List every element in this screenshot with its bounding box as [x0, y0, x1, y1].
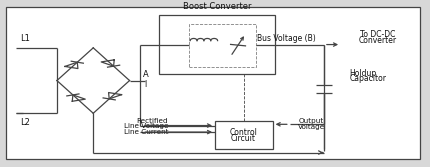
Text: Rectified: Rectified	[136, 118, 168, 124]
Text: L1: L1	[20, 34, 30, 43]
Text: Control: Control	[230, 128, 258, 137]
Text: Capacitor: Capacitor	[350, 74, 387, 83]
Text: Line Voltage: Line Voltage	[123, 123, 168, 129]
Bar	[189, 24, 255, 67]
Text: Line Current: Line Current	[123, 129, 168, 135]
Text: L2: L2	[20, 118, 30, 127]
Text: Boost Converter: Boost Converter	[183, 3, 252, 11]
Bar	[215, 121, 273, 149]
Text: Circuit: Circuit	[231, 134, 256, 143]
Text: Voltage: Voltage	[298, 124, 325, 130]
Text: Holdup: Holdup	[350, 69, 377, 78]
Text: A: A	[143, 70, 149, 79]
Bar	[160, 15, 275, 74]
Text: Output: Output	[298, 118, 324, 124]
Text: Converter: Converter	[358, 36, 396, 45]
Text: Bus Voltage (B): Bus Voltage (B)	[258, 34, 316, 43]
Text: I: I	[144, 80, 147, 89]
Text: To DC-DC: To DC-DC	[359, 30, 395, 39]
